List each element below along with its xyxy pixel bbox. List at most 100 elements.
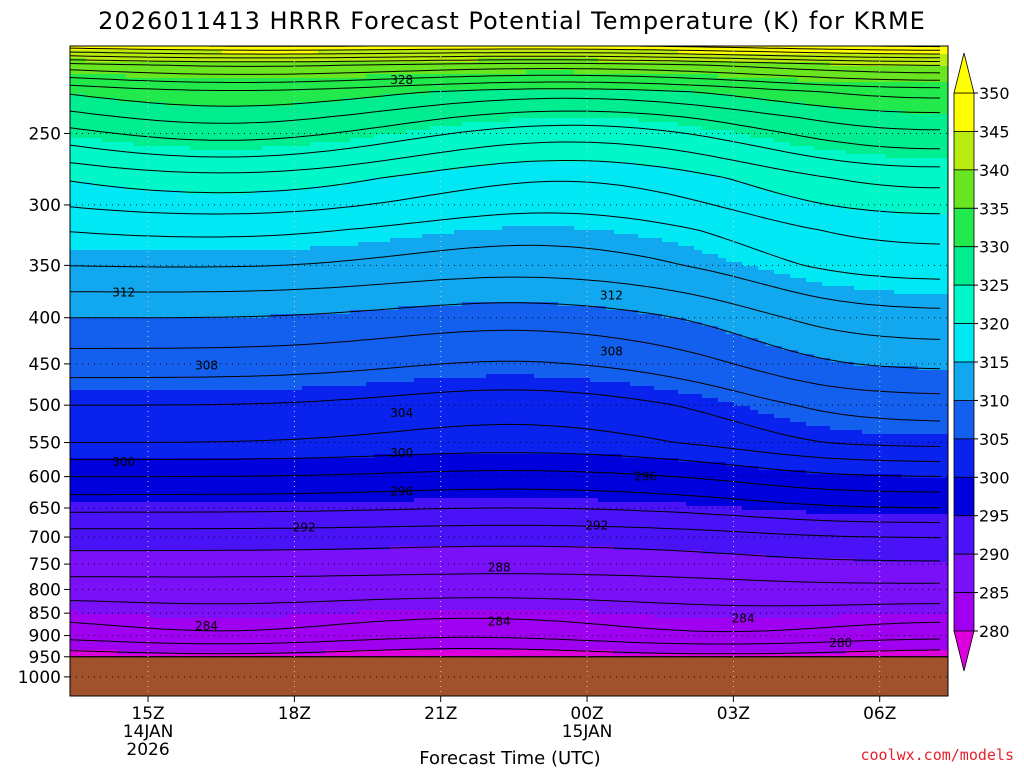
field-cell xyxy=(318,294,327,299)
field-cell xyxy=(70,194,79,199)
field-cell xyxy=(86,142,95,147)
field-cell xyxy=(238,214,247,219)
field-cell xyxy=(310,394,319,399)
field-cell xyxy=(102,278,111,283)
field-cell xyxy=(102,82,111,87)
field-cell xyxy=(310,46,319,51)
field-cell xyxy=(102,438,111,443)
field-cell xyxy=(94,642,103,647)
field-cell xyxy=(182,146,191,151)
field-cell xyxy=(158,378,167,383)
field-cell xyxy=(110,314,119,319)
field-cell xyxy=(230,90,239,95)
field-cell xyxy=(134,574,143,579)
field-cell xyxy=(166,582,175,587)
field-cell xyxy=(278,562,287,567)
field-cell xyxy=(246,330,255,335)
field-cell xyxy=(142,90,151,95)
field-cell xyxy=(198,82,207,87)
field-cell xyxy=(166,78,175,83)
field-cell xyxy=(190,590,199,595)
field-cell xyxy=(198,442,207,447)
field-cell xyxy=(126,494,135,499)
field-cell xyxy=(262,78,271,83)
field-cell xyxy=(118,370,127,375)
field-cell xyxy=(150,438,159,443)
field-cell xyxy=(270,270,279,275)
field-cell xyxy=(174,430,183,435)
field-cell xyxy=(214,198,223,203)
field-cell xyxy=(198,130,207,135)
field-cell xyxy=(302,318,311,323)
field-cell xyxy=(326,162,335,167)
field-cell xyxy=(310,134,319,139)
field-cell xyxy=(326,106,335,111)
field-cell xyxy=(86,78,95,83)
field-cell xyxy=(102,118,111,123)
field-cell xyxy=(86,382,95,387)
field-cell xyxy=(262,258,271,263)
field-cell xyxy=(222,390,231,395)
field-cell xyxy=(86,602,95,607)
field-cell xyxy=(238,558,247,563)
field-cell xyxy=(294,546,303,551)
field-cell xyxy=(182,630,191,635)
field-cell xyxy=(158,66,167,71)
field-cell xyxy=(134,170,143,175)
field-cell xyxy=(214,534,223,539)
field-cell xyxy=(254,106,263,111)
field-cell xyxy=(86,422,95,427)
field-cell xyxy=(94,350,103,355)
field-cell xyxy=(94,530,103,535)
field-cell xyxy=(214,514,223,519)
field-cell xyxy=(310,318,319,323)
field-cell xyxy=(150,614,159,619)
field-cell xyxy=(70,318,79,323)
field-cell xyxy=(182,106,191,111)
field-cell xyxy=(214,618,223,623)
field-cell xyxy=(222,90,231,95)
field-cell xyxy=(302,138,311,143)
field-cell xyxy=(70,74,79,79)
field-cell xyxy=(86,190,95,195)
field-cell xyxy=(166,550,175,555)
field-cell xyxy=(190,162,199,167)
field-cell xyxy=(102,582,111,587)
field-cell xyxy=(214,130,223,135)
field-cell xyxy=(286,390,295,395)
field-cell xyxy=(70,430,79,435)
field-cell xyxy=(126,622,135,627)
field-cell xyxy=(70,218,79,223)
field-cell xyxy=(118,190,127,195)
field-cell xyxy=(278,542,287,547)
field-cell xyxy=(102,326,111,331)
field-cell xyxy=(222,522,231,527)
field-cell xyxy=(326,110,335,115)
field-cell xyxy=(286,578,295,583)
field-cell xyxy=(310,222,319,227)
field-cell xyxy=(142,622,151,627)
field-cell xyxy=(302,346,311,351)
field-cell xyxy=(182,610,191,615)
field-cell xyxy=(302,638,311,643)
field-cell xyxy=(318,46,327,51)
field-cell xyxy=(230,174,239,179)
field-cell xyxy=(326,98,335,103)
field-cell xyxy=(78,442,87,447)
field-cell xyxy=(190,350,199,355)
field-cell xyxy=(134,562,143,567)
field-cell xyxy=(246,46,255,51)
field-cell xyxy=(94,422,103,427)
field-cell xyxy=(302,554,311,559)
field-cell xyxy=(278,410,287,415)
field-cell xyxy=(190,326,199,331)
field-cell xyxy=(270,74,279,79)
field-cell xyxy=(270,494,279,499)
field-cell xyxy=(134,566,143,571)
field-cell xyxy=(134,558,143,563)
field-cell xyxy=(158,238,167,243)
field-cell xyxy=(262,566,271,571)
field-cell xyxy=(70,294,79,299)
field-cell xyxy=(230,158,239,163)
field-cell xyxy=(142,566,151,571)
